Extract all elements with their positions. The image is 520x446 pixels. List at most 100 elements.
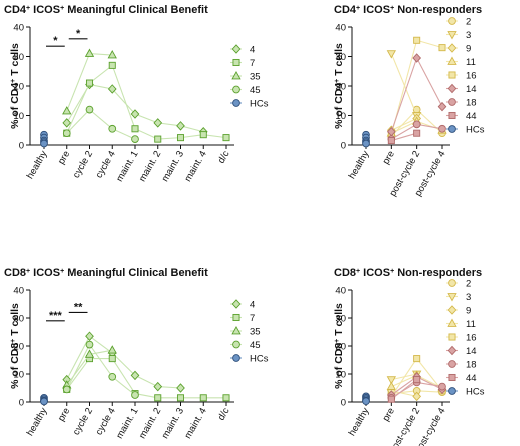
x-tick-label: pre bbox=[56, 406, 72, 423]
x-tick-label: pre bbox=[56, 149, 72, 166]
legend-item: 4 bbox=[230, 299, 255, 310]
significance-label: * bbox=[76, 28, 81, 40]
legend-label: 45 bbox=[250, 85, 261, 96]
x-tick-label: healthy bbox=[25, 406, 50, 438]
data-point bbox=[107, 50, 117, 59]
legend-item: 18 bbox=[446, 359, 477, 370]
data-point bbox=[199, 394, 207, 402]
legend-label: 11 bbox=[466, 319, 476, 330]
series-44 bbox=[387, 376, 421, 403]
text-part: % of CD4 bbox=[333, 83, 345, 129]
y-tick-label: 0 bbox=[19, 397, 24, 408]
y-tick-label: 30 bbox=[13, 52, 24, 63]
legend-item: 11 bbox=[446, 56, 476, 68]
text-part: CD4 bbox=[4, 4, 27, 16]
legend-label: HCs bbox=[466, 124, 485, 135]
data-point bbox=[362, 397, 370, 406]
text-part: T cells bbox=[333, 303, 345, 339]
x-tick-label: healthy bbox=[25, 149, 50, 181]
superscript: + bbox=[60, 268, 64, 275]
data-point bbox=[154, 135, 162, 143]
legend-item: HCs bbox=[446, 386, 485, 397]
y-tick-label: 20 bbox=[13, 341, 24, 352]
legend-item: 35 bbox=[230, 71, 261, 82]
legend-marker bbox=[447, 305, 457, 315]
legend-label: 18 bbox=[466, 97, 477, 108]
superscript: + bbox=[356, 5, 360, 12]
legend-item: 9 bbox=[446, 43, 471, 54]
legend-item: 14 bbox=[446, 345, 477, 357]
chart-title: CD4+ ICOS+ Meaningful Clinical Benefit bbox=[4, 4, 208, 16]
chart-title: CD8+ ICOS+ Non-responders bbox=[334, 267, 482, 279]
x-tick-label: cycle 2 bbox=[71, 406, 95, 437]
y-tick-label: 20 bbox=[335, 81, 346, 92]
legend-label: 44 bbox=[466, 111, 477, 122]
legend-marker bbox=[448, 125, 456, 133]
superscript: + bbox=[334, 79, 341, 83]
data-point bbox=[176, 394, 185, 402]
y-tick-label: 40 bbox=[13, 285, 24, 296]
data-point bbox=[412, 120, 421, 129]
x-tick-label: healthy bbox=[347, 149, 372, 181]
legend-marker bbox=[448, 111, 456, 120]
legend-item: 2 bbox=[446, 278, 471, 289]
series-line bbox=[390, 379, 418, 400]
data-point bbox=[62, 129, 71, 138]
data-point bbox=[386, 376, 397, 385]
x-tick-label: pre bbox=[381, 406, 397, 423]
series-HCs bbox=[40, 130, 48, 148]
legend-label: 45 bbox=[250, 340, 261, 351]
superscript: + bbox=[26, 268, 30, 275]
series-HCs bbox=[40, 393, 48, 406]
data-point bbox=[438, 382, 446, 391]
legend-marker bbox=[448, 333, 456, 341]
y-tick-label: 0 bbox=[19, 140, 24, 151]
text-part: Meaningful Clinical Benefit bbox=[64, 267, 208, 279]
text-part: T cells bbox=[9, 43, 21, 79]
legend-label: 3 bbox=[466, 292, 471, 303]
chart-panel-4: CD8+ ICOS+ Non-responders % of CD8+ T cel… bbox=[333, 267, 485, 446]
y-axis-label: % of CD4+ T cells bbox=[9, 43, 21, 129]
text-part: T cells bbox=[9, 303, 21, 339]
significance-label: *** bbox=[49, 310, 63, 322]
legend-label: 16 bbox=[466, 70, 477, 81]
chart-panel-2: CD4+ ICOS+ Non-responders% of CD4+ T cel… bbox=[333, 4, 485, 198]
data-point bbox=[40, 139, 48, 148]
y-tick-label: 30 bbox=[13, 313, 24, 324]
data-point bbox=[176, 134, 185, 142]
series-HCs bbox=[362, 392, 370, 406]
legend-item: 16 bbox=[446, 70, 477, 81]
legend-label: 7 bbox=[250, 313, 255, 324]
legend-label: 9 bbox=[466, 43, 471, 54]
data-point bbox=[130, 370, 140, 381]
text-part: ICOS bbox=[360, 4, 390, 16]
significance-label: * bbox=[53, 35, 58, 47]
legend-label: 16 bbox=[466, 332, 477, 343]
legend-marker bbox=[448, 98, 456, 106]
series-14 bbox=[386, 53, 447, 137]
significance-label: ** bbox=[74, 301, 83, 313]
legend: 2 3 9 11 16 14 18 44 HCs bbox=[446, 278, 485, 397]
data-point bbox=[412, 53, 422, 63]
text-part: % of CD4 bbox=[9, 83, 21, 129]
legend-label: 11 bbox=[466, 57, 476, 68]
data-point bbox=[62, 118, 72, 128]
y-axis-label: % of CD8+ T cells bbox=[9, 303, 21, 389]
legend-marker bbox=[448, 17, 456, 25]
y-axis-label: % of CD8+ T cells bbox=[333, 303, 345, 389]
data-point bbox=[438, 124, 446, 133]
series-line bbox=[66, 64, 227, 140]
data-point bbox=[412, 391, 422, 402]
legend-item: 2 bbox=[446, 16, 471, 27]
x-tick-label: healthy bbox=[347, 406, 372, 438]
legend-label: 44 bbox=[466, 373, 477, 384]
superscript: + bbox=[390, 5, 394, 12]
series-HCs bbox=[362, 130, 370, 148]
data-point bbox=[131, 125, 139, 133]
data-point bbox=[108, 124, 117, 133]
legend-label: 4 bbox=[250, 44, 255, 55]
chart-panel-1: CD4+ ICOS+ Meaningful Clinical Benefit % … bbox=[4, 4, 269, 184]
legend-item: 3 bbox=[446, 292, 471, 303]
y-tick-label: 20 bbox=[13, 81, 24, 92]
